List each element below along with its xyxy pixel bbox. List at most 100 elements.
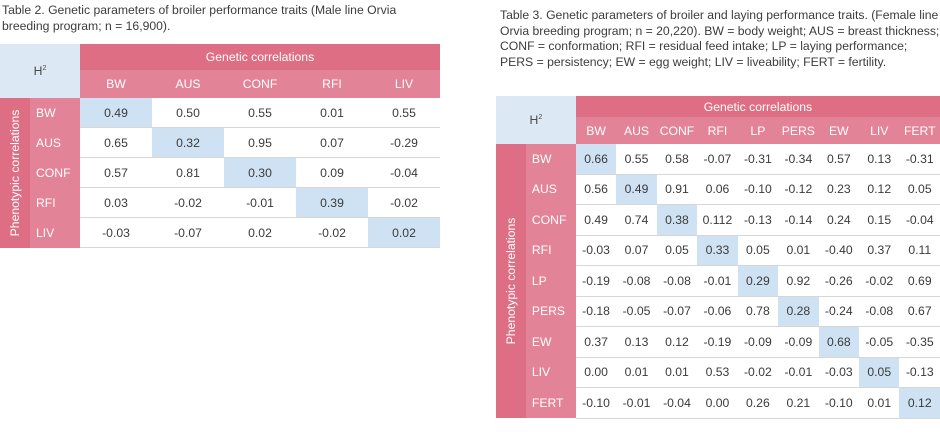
correlation-cell: 0.15: [859, 204, 900, 236]
correlation-cell: -0.10: [737, 174, 779, 205]
correlation-cell: 0.01: [616, 357, 657, 388]
correlation-cell: -0.06: [697, 296, 738, 327]
table-row: LIV 0.00 0.01 0.01 0.53 -0.02 -0.01 -0.03 0.05 -0…: [496, 357, 940, 388]
genetic-header-row: H2 Genetic correlations: [0, 44, 440, 98]
correlation-cell: 0.11: [899, 235, 940, 266]
heritability-header: H2: [496, 96, 576, 144]
correlation-cell: 0.24: [818, 204, 860, 236]
table-row: FERT -0.10 -0.01 -0.04 0.00 0.26 0.21 -0.10 0.01…: [496, 387, 940, 419]
heritability-header: H2: [0, 44, 80, 98]
correlation-cell: -0.10: [818, 387, 860, 419]
correlation-cell: -0.02: [296, 217, 368, 248]
row-header: AUS: [30, 127, 80, 158]
correlation-cell: 0.74: [616, 204, 657, 236]
correlation-cell: 0.78: [737, 296, 779, 327]
correlation-cell: 0.05: [899, 174, 940, 205]
correlation-cell: -0.01: [224, 187, 296, 218]
column-header: AUS: [152, 70, 224, 98]
column-header: BW: [575, 117, 617, 144]
heritability-cell: 0.05: [859, 357, 900, 388]
correlation-cell: -0.03: [80, 217, 152, 248]
heritability-cell: 0.39: [296, 187, 368, 218]
table-row: AUS 0.56 0.49 0.91 0.06 -0.10 -0.12 0.23 0.12 0.0…: [496, 174, 940, 205]
table-row: LP -0.19 -0.08 -0.08 -0.01 0.29 0.92 -0.26 -0.02…: [496, 265, 940, 297]
correlation-cell: 0.12: [656, 326, 698, 358]
correlation-cell: 0.00: [697, 387, 738, 419]
correlation-cell: 0.26: [737, 387, 779, 419]
correlation-cell: 0.13: [859, 144, 900, 175]
table-row: PERS -0.18 -0.05 -0.07 -0.06 0.78 0.28 -0.24 -0.…: [496, 296, 940, 327]
correlation-cell: -0.03: [575, 235, 617, 266]
correlation-cell: 0.23: [818, 174, 860, 205]
table-row: CONF 0.57 0.81 0.30 0.09 -0.04: [0, 157, 440, 188]
row-header: CONF: [30, 157, 80, 188]
row-header: LP: [525, 265, 576, 296]
genetic-correlations-header: Genetic correlations: [80, 44, 440, 70]
correlation-cell: -0.03: [818, 357, 860, 388]
correlation-cell: 0.01: [656, 357, 698, 388]
correlation-cell: -0.19: [697, 326, 738, 358]
heritability-cell: 0.32: [152, 127, 224, 158]
correlation-cell: 0.57: [818, 144, 860, 175]
row-header: RFI: [30, 187, 80, 218]
phenotypic-correlations-text: Phenotypic correlations: [503, 217, 518, 345]
heritability-cell: 0.66: [575, 144, 617, 175]
correlation-cell: -0.08: [656, 265, 698, 297]
phenotypic-correlations-text: Phenotypic correlations: [8, 109, 22, 237]
column-header-row: BW AUS CONF RFI LP PERS EW LIV FERT: [496, 117, 940, 144]
phenotypic-correlations-label: Phenotypic correlations: [496, 144, 526, 418]
correlation-cell: -0.40: [818, 235, 860, 266]
column-header: FERT: [899, 117, 940, 144]
correlation-cell: -0.04: [368, 157, 440, 188]
table-row: Phenotypic correlations BW 0.66 0.55 0.58 -0.…: [496, 144, 940, 418]
correlation-cell: 0.07: [616, 235, 657, 266]
correlation-cell: -0.01: [778, 357, 819, 388]
correlation-cell: -0.01: [697, 265, 738, 297]
correlation-cell: 0.21: [778, 387, 819, 419]
table-row: Phenotypic correlations BW 0.49 0.50 0.55 0.0…: [0, 98, 440, 248]
heritability-cell: 0.30: [224, 157, 296, 188]
heritability-cell: 0.33: [697, 235, 738, 266]
correlation-cell: -0.02: [152, 187, 224, 218]
correlation-cell: -0.18: [575, 296, 617, 327]
column-header: EW: [818, 117, 860, 144]
correlation-cell: 0.58: [656, 144, 698, 175]
correlation-cell: -0.05: [616, 296, 657, 327]
row-header: BW: [525, 144, 576, 174]
table3-caption: Table 3. Genetic parameters of broiler a…: [500, 8, 940, 69]
table-row: CONF 0.49 0.74 0.38 0.112 -0.13 -0.14 0.24 0.15-…: [496, 204, 940, 236]
correlation-cell: 0.37: [859, 235, 900, 266]
correlation-cell: -0.34: [778, 144, 819, 175]
row-header: RFI: [525, 235, 576, 266]
genetic-correlations-header: Genetic correlations: [575, 96, 940, 117]
heritability-cell: 0.38: [656, 204, 698, 236]
correlation-cell: -0.05: [859, 326, 900, 358]
heritability-superscript: 2: [42, 64, 47, 72]
row-header: CONF: [525, 204, 576, 235]
phenotypic-correlations-label: Phenotypic correlations: [0, 98, 30, 248]
correlation-cell: -0.02: [368, 187, 440, 218]
heritability-cell: 0.49: [616, 174, 657, 205]
table-row: RFI 0.03 -0.02 -0.01 0.39 -0.02: [0, 187, 440, 218]
correlation-cell: 0.55: [616, 144, 657, 175]
correlation-cell: 0.81: [152, 157, 224, 188]
correlation-cell: -0.08: [859, 296, 900, 327]
correlation-cell: -0.24: [818, 296, 860, 327]
row-header: AUS: [525, 174, 576, 205]
correlation-cell: 0.55: [224, 98, 296, 128]
correlation-cell: 0.00: [575, 357, 617, 388]
correlation-cell: -0.07: [152, 217, 224, 248]
correlation-cell: -0.29: [368, 127, 440, 158]
table2-caption: Table 2. Genetic parameters of broiler p…: [2, 3, 397, 33]
correlation-cell: 0.06: [697, 174, 738, 205]
row-header: EW: [525, 326, 576, 357]
table-row: AUS 0.65 0.32 0.95 0.07 -0.29: [0, 127, 440, 158]
column-header: LIV: [368, 70, 440, 98]
correlation-cell: 0.05: [656, 235, 698, 266]
column-header: LP: [737, 117, 779, 144]
correlation-cell: 0.12: [859, 174, 900, 205]
correlation-cell: 0.67: [899, 296, 940, 327]
heritability-cell: 0.28: [778, 296, 819, 327]
table-row: RFI -0.03 0.07 0.05 0.33 0.05 0.01 -0.40 0.37 0.1…: [496, 235, 940, 266]
correlation-cell: 0.50: [152, 98, 224, 128]
